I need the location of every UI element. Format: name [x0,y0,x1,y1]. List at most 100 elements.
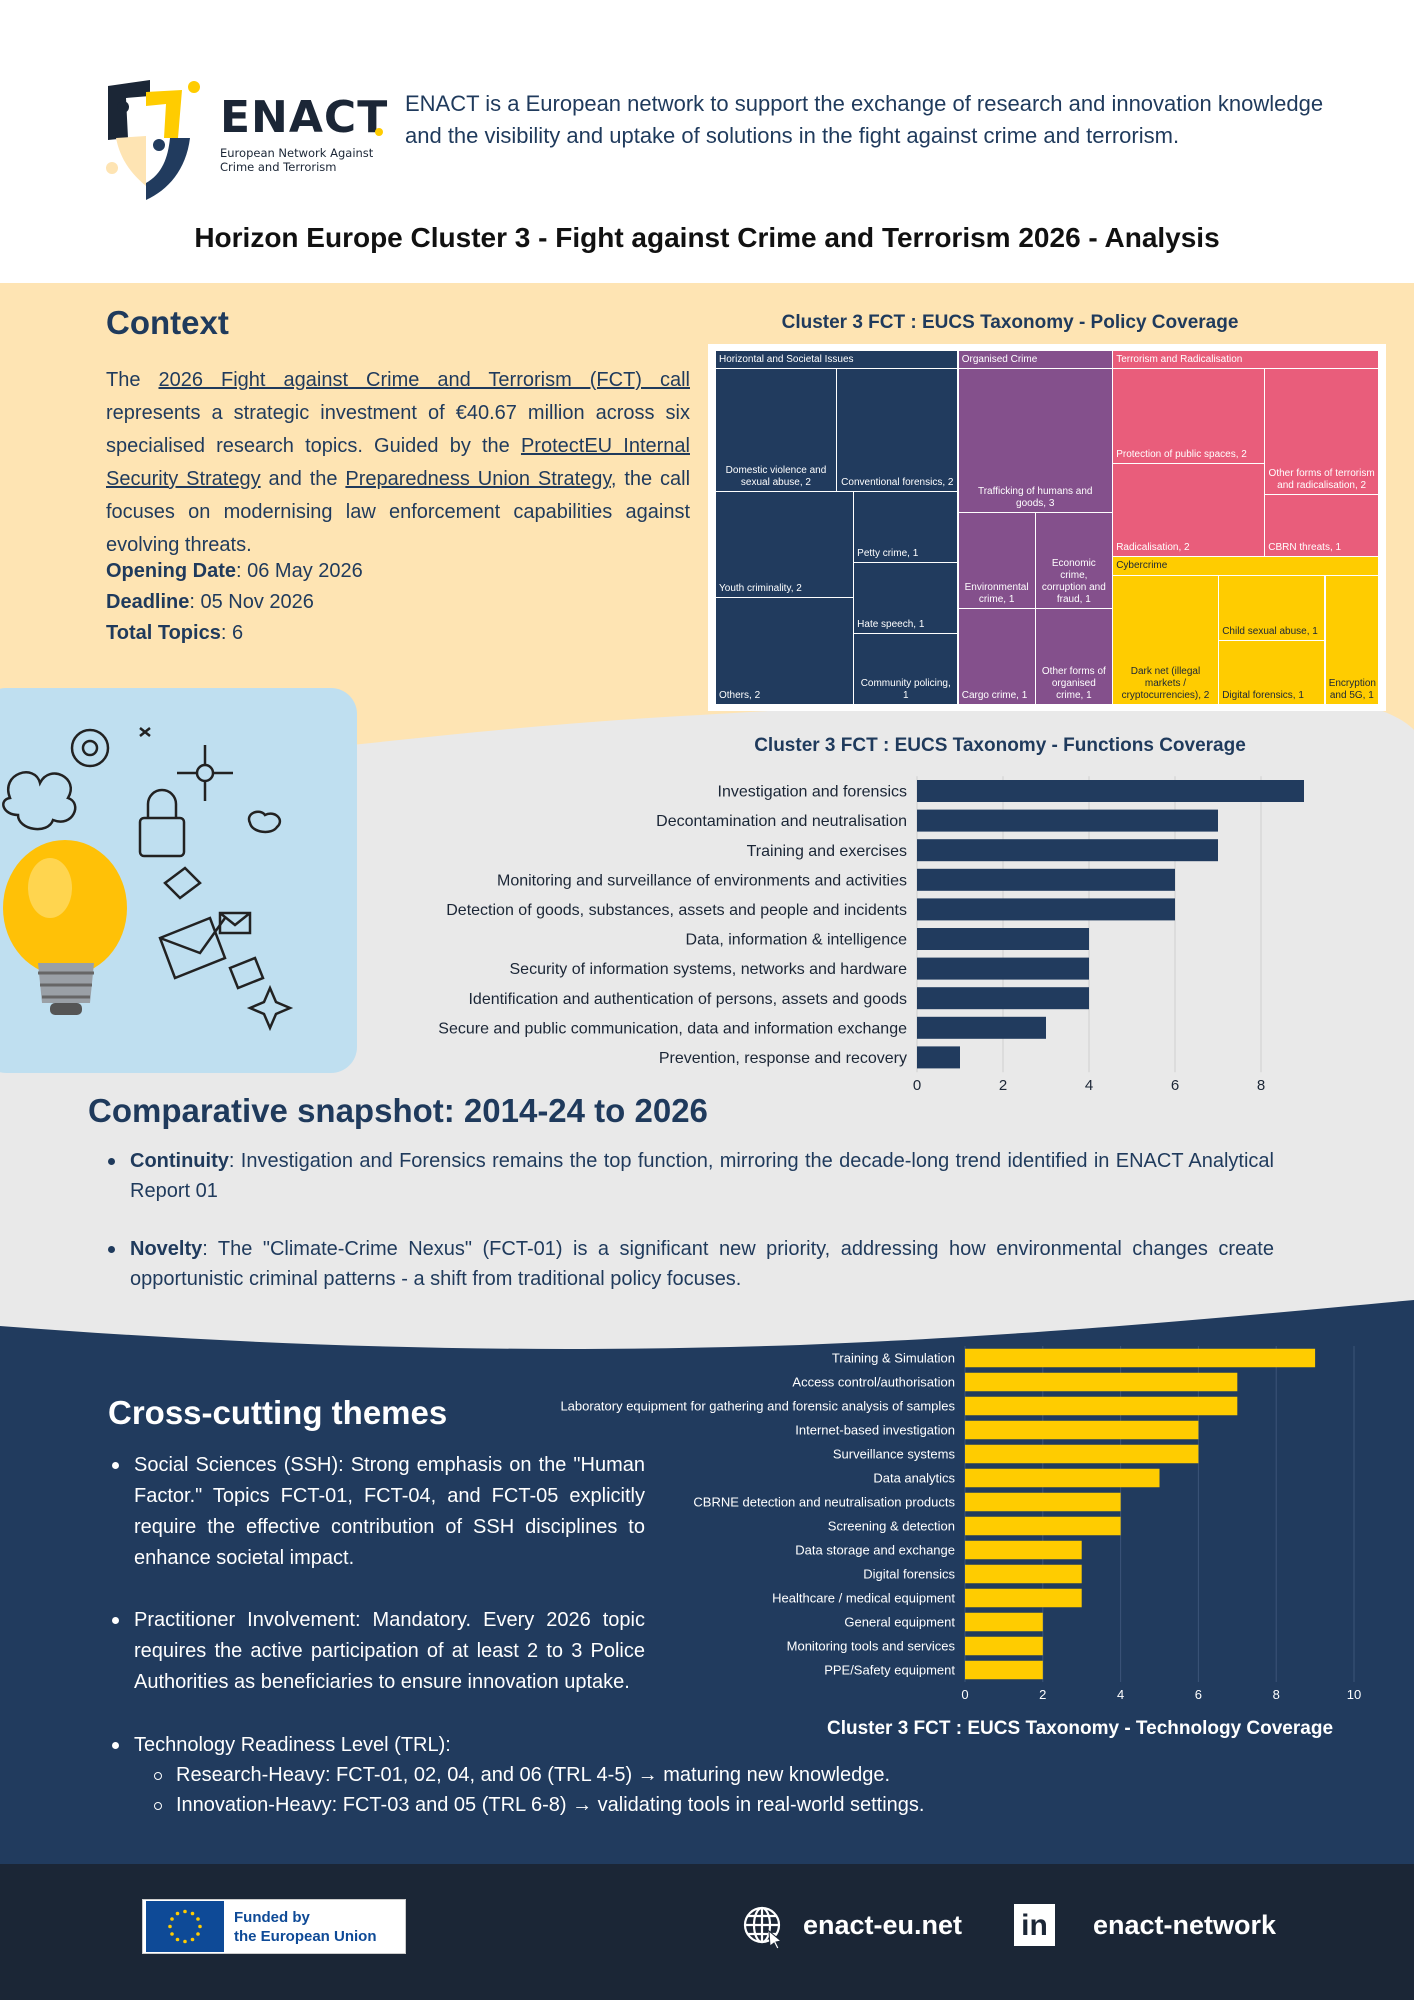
eu-star-icon [190,1911,195,1916]
lightbulb-doodle-icon [2,727,294,1032]
bar[interactable] [917,898,1175,921]
treemap-cell[interactable]: Conventional forensics, 2 [836,368,959,492]
treemap-cell[interactable]: Child sexual abuse, 1 [1218,575,1326,641]
treemap-cell[interactable]: Other forms of organised crime, 1 [1034,607,1113,705]
eu-star-icon [183,1909,187,1914]
x-tick-label: 0 [961,1687,968,1702]
logo-wordmark: ENACT [220,92,389,143]
treemap-cell[interactable]: Encryption and 5G, 1 [1324,575,1379,705]
bar[interactable] [965,1636,1043,1656]
bar[interactable] [965,1564,1082,1584]
linkedin-link[interactable]: enact-network [1093,1910,1277,1940]
context-text: The [106,369,159,391]
opening-date: Opening Date: 06 May 2026 [106,556,363,587]
trl-sublist: Research-Heavy: FCT-01, 02, 04, and 06 (… [152,1760,1110,1820]
bar[interactable] [917,809,1218,832]
trl-innovation-item: Innovation-Heavy: FCT-03 and 05 (TRL 6-8… [152,1790,1110,1820]
comparative-heading: Comparative snapshot: 2014-24 to 2026 [88,1092,708,1129]
category-label: Training and exercises [747,843,907,860]
website-link[interactable]: enact-eu.net [803,1910,963,1940]
category-label: Healthcare / medical equipment [772,1591,955,1606]
functions-chart-title: Cluster 3 FCT : EUCS Taxonomy - Function… [754,735,1246,756]
bar[interactable] [965,1468,1160,1488]
deadline-label: Deadline [106,591,190,613]
treemap-group-header[interactable]: Horizontal and Societal Issues [716,351,958,369]
bar[interactable] [965,1396,1238,1416]
context-text: and the [260,468,346,490]
logo-sub-line-1: European Network Against [220,146,374,160]
treemap-cell[interactable]: Radicalisation, 2 [1112,462,1265,558]
cross-cutting-heading: Cross-cutting themes [108,1394,448,1431]
treemap-cell[interactable]: Hate speech, 1 [853,562,959,634]
trl-research-item: Research-Heavy: FCT-01, 02, 04, and 06 (… [152,1760,1110,1790]
category-label: Internet-based investigation [795,1423,955,1438]
globe-icon[interactable] [742,1905,786,1951]
deadline: Deadline: 05 Nov 2026 [106,587,363,618]
protecteu-link[interactable]: ProtectEU Internal Security Strategy [106,435,690,490]
bar[interactable] [965,1348,1316,1368]
treemap-cell[interactable]: Other forms of terrorism and radicalisat… [1264,368,1379,495]
treemap-cell[interactable]: Economic crime, corruption and fraud, 1 [1034,511,1113,609]
fct-call-link[interactable]: 2026 Fight against Crime and Terrorism (… [158,369,691,391]
bar[interactable] [965,1420,1199,1440]
bar[interactable] [965,1612,1043,1632]
category-label: Decontamination and neutralisation [656,813,907,830]
trl-item: Technology Readiness Level (TRL): Resear… [110,1730,1110,1820]
context-paragraph: The 2026 Fight against Crime and Terrori… [106,364,690,562]
x-tick-label: 6 [1171,1077,1179,1094]
category-label: Surveillance systems [833,1447,956,1462]
treemap-cell[interactable]: Cargo crime, 1 [957,607,1036,705]
bar[interactable] [917,1046,960,1069]
treemap-cell[interactable]: Digital forensics, 1 [1218,639,1326,705]
x-tick-label: 2 [1039,1687,1046,1702]
eu-star-icon [170,1932,174,1936]
category-label: Data analytics [873,1471,955,1486]
eu-star-icon [198,1924,202,1929]
bar[interactable] [965,1588,1082,1608]
bar[interactable] [965,1492,1121,1512]
treemap-cell[interactable]: Petty crime, 1 [853,490,959,564]
bar[interactable] [965,1372,1238,1392]
treemap-cell[interactable]: Trafficking of humans and goods, 3 [957,368,1113,513]
bar[interactable] [965,1444,1199,1464]
eu-funding-badge: Funded by the European Union [142,1899,406,1954]
intro-text: ENACT is a European network to support t… [405,91,1324,148]
x-tick-label: 8 [1273,1687,1280,1702]
bar[interactable] [917,928,1089,950]
bar[interactable] [917,957,1089,980]
treemap-group-header[interactable]: Cybercrime [1113,557,1378,576]
treemap-cell[interactable]: Youth criminality, 2 [715,490,854,598]
treemap-cell[interactable]: Domestic violence and sexual abuse, 2 [715,368,837,492]
bar[interactable] [965,1540,1082,1560]
treemap-cell[interactable]: Others, 2 [715,596,854,705]
treemap-cell[interactable]: Dark net (illegal markets / cryptocurren… [1112,575,1219,705]
category-label: Monitoring and surveillance of environme… [497,872,907,889]
treemap-cell[interactable]: CBRN threats, 1 [1264,493,1379,558]
treemap-group-header[interactable]: Organised Crime [958,351,1112,369]
bar[interactable] [917,780,1304,802]
call-facts: Opening Date: 06 May 2026 Deadline: 05 N… [106,556,363,649]
bar[interactable] [965,1660,1043,1680]
treemap-cell[interactable]: Protection of public spaces, 2 [1112,368,1265,464]
bar[interactable] [917,1016,1046,1039]
bar[interactable] [917,839,1218,862]
bar[interactable] [965,1516,1121,1536]
x-tick-label: 10 [1347,1687,1361,1702]
eu-star-icon [170,1917,174,1921]
cross-cutting-list: Social Sciences (SSH): Strong emphasis o… [110,1450,645,1698]
preparedness-link[interactable]: Preparedness Union Strategy [345,468,611,490]
category-label: Security of information systems, network… [510,961,908,978]
treemap-cell[interactable]: Environmental crime, 1 [957,511,1036,609]
logo-dot [375,128,383,136]
bar[interactable] [917,868,1175,891]
treemap-group-header[interactable]: Terrorism and Radicalisation [1113,351,1378,369]
category-label: CBRNE detection and neutralisation produ… [693,1495,955,1510]
lightbulb-illustration [0,688,357,1073]
x-tick-label: 2 [999,1077,1007,1094]
bar[interactable] [917,987,1089,1010]
enact-shield-logo-icon [106,80,200,200]
item-text: : The "Climate-Crime Nexus" (FCT-01) is … [130,1238,1274,1290]
category-label: Digital forensics [863,1567,955,1582]
treemap-cell[interactable]: Community policing, 1 [853,632,959,705]
linkedin-icon[interactable]: in [1014,1904,1055,1946]
